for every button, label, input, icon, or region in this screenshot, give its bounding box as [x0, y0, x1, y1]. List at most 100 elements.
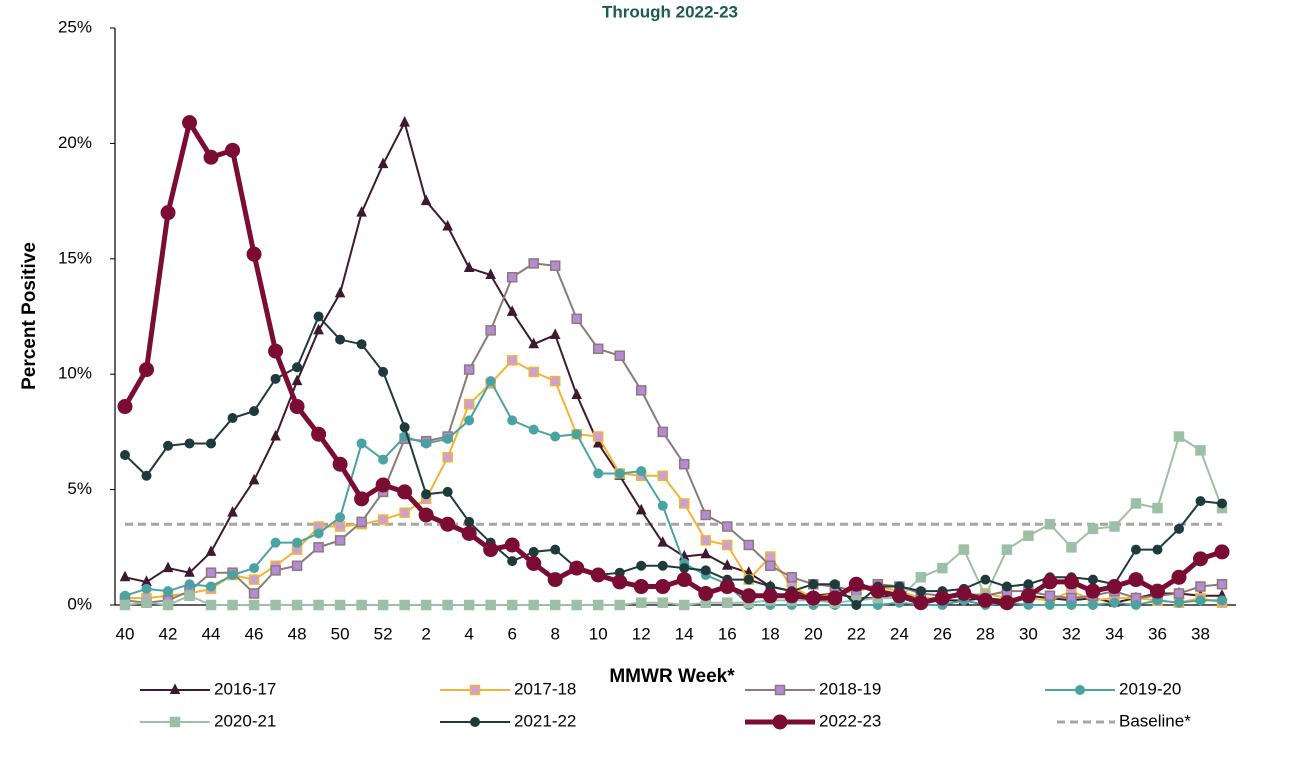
marker: [399, 116, 410, 127]
marker: [528, 366, 539, 378]
marker: [571, 599, 582, 611]
marker: [870, 583, 886, 599]
marker: [270, 373, 281, 384]
x-tick-label: 22: [847, 624, 866, 643]
marker: [741, 588, 757, 604]
x-tick-label: 8: [550, 624, 559, 643]
marker: [119, 570, 131, 582]
marker: [356, 516, 367, 528]
marker: [249, 563, 260, 574]
marker: [1066, 542, 1077, 553]
marker: [506, 272, 518, 283]
marker: [463, 261, 475, 273]
marker: [657, 560, 668, 571]
marker: [313, 599, 324, 611]
marker: [205, 545, 217, 556]
marker: [805, 590, 821, 606]
marker: [550, 544, 561, 555]
marker: [421, 489, 432, 500]
marker: [526, 555, 542, 571]
marker: [721, 559, 733, 570]
marker: [1042, 574, 1058, 590]
marker: [571, 313, 582, 325]
marker: [592, 343, 604, 355]
marker: [356, 206, 367, 217]
marker: [440, 516, 456, 532]
marker: [808, 579, 819, 590]
marker: [485, 325, 496, 336]
marker: [1066, 600, 1077, 610]
marker: [743, 574, 754, 585]
marker: [442, 599, 453, 611]
marker: [1075, 685, 1085, 695]
x-axis-title: MMWR Week*: [609, 666, 735, 687]
marker: [377, 599, 389, 611]
marker: [1085, 583, 1101, 599]
marker: [313, 311, 324, 322]
marker: [354, 491, 370, 507]
x-tick-label: 52: [374, 624, 393, 643]
marker: [590, 567, 606, 583]
marker: [442, 486, 453, 497]
marker: [569, 560, 585, 576]
marker: [184, 579, 195, 590]
marker: [163, 586, 174, 597]
marker: [913, 595, 929, 611]
marker: [399, 507, 410, 518]
marker: [504, 537, 520, 553]
marker: [248, 588, 260, 599]
marker: [1152, 544, 1163, 555]
marker: [1023, 530, 1034, 542]
marker: [117, 399, 133, 415]
legend-item: 2016-17: [140, 679, 276, 698]
marker: [679, 563, 690, 574]
marker: [614, 468, 625, 479]
marker: [335, 512, 346, 523]
marker: [934, 590, 950, 606]
series-line: [124, 380, 1222, 606]
marker: [1195, 581, 1206, 592]
marker: [378, 454, 389, 465]
marker: [291, 560, 303, 572]
series-line: [124, 315, 1223, 606]
marker: [722, 597, 733, 608]
marker: [378, 366, 389, 377]
y-tick-label: 15%: [58, 248, 92, 267]
marker: [612, 574, 628, 590]
marker: [334, 535, 346, 546]
x-tick-label: 14: [675, 624, 694, 643]
chart-title: Through 2022-23: [602, 2, 738, 21]
x-tick-label: 4: [464, 624, 473, 643]
marker: [442, 452, 453, 463]
marker: [698, 585, 714, 601]
marker: [461, 525, 477, 541]
marker: [528, 599, 539, 611]
x-tick-label: 18: [761, 624, 780, 643]
marker: [227, 599, 238, 611]
marker: [375, 477, 391, 493]
marker: [1001, 581, 1012, 592]
marker: [999, 595, 1015, 611]
marker: [227, 413, 238, 424]
marker: [463, 599, 475, 611]
marker: [1192, 551, 1208, 567]
marker: [1130, 600, 1141, 610]
marker: [248, 599, 260, 611]
marker: [182, 115, 198, 131]
y-tick-label: 25%: [58, 17, 92, 36]
marker: [203, 149, 219, 165]
marker: [657, 426, 668, 438]
marker: [141, 470, 152, 481]
marker: [635, 597, 647, 608]
marker: [506, 305, 518, 316]
marker: [549, 599, 561, 611]
legend-label: 2022-23: [819, 711, 881, 730]
marker: [313, 542, 324, 553]
x-tick-label: 44: [202, 624, 221, 643]
marker: [421, 438, 432, 449]
marker: [719, 579, 735, 595]
marker: [700, 547, 712, 559]
marker: [332, 456, 348, 472]
legend-item: Baseline*: [1057, 711, 1191, 730]
